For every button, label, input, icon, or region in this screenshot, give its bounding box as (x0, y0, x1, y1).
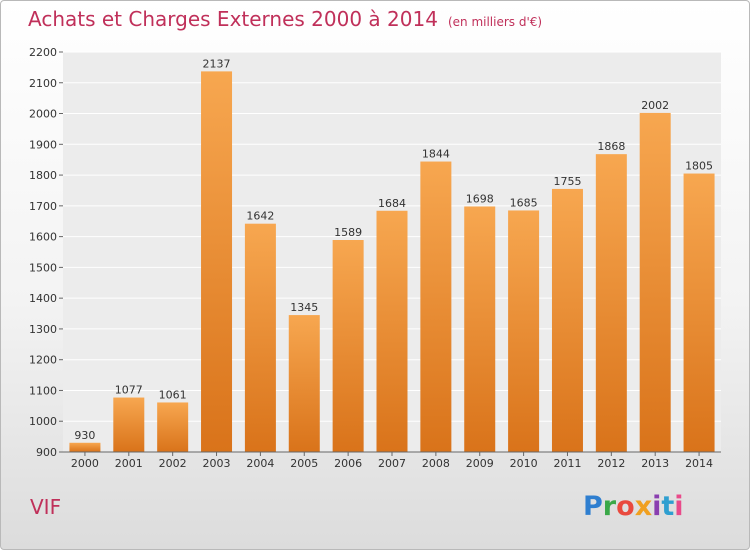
x-tick-label: 2009 (466, 457, 494, 470)
logo-letter: t (661, 491, 675, 522)
x-tick-label: 2012 (597, 457, 625, 470)
y-tick-label: 2100 (29, 77, 57, 90)
bar-2003 (201, 71, 233, 452)
chart-title: Achats et Charges Externes 2000 à 2014 (28, 7, 438, 31)
bar-2008 (420, 161, 452, 453)
y-tick-label: 1700 (29, 200, 57, 213)
data-label-2014: 1805 (685, 160, 713, 173)
town-name: VIF (30, 495, 62, 519)
y-tick-label: 1400 (29, 292, 57, 305)
bar-2005 (288, 315, 320, 452)
x-tick-label: 2001 (115, 457, 143, 470)
logo-letter: i (674, 491, 684, 522)
y-tick-label: 1000 (29, 415, 57, 428)
x-tick-label: 2004 (246, 457, 274, 470)
x-tick-label: 2008 (422, 457, 450, 470)
x-tick-label: 2010 (510, 457, 538, 470)
y-tick-label: 1900 (29, 138, 57, 151)
chart-subtitle: (en milliers d'€) (447, 15, 543, 29)
y-tick-label: 1300 (29, 323, 57, 336)
bar-2012 (595, 154, 627, 452)
bar-2009 (464, 206, 496, 452)
bar-2007 (376, 210, 408, 452)
data-label-2013: 2002 (641, 99, 669, 112)
bars: 930 1077 1061 2137 1642 1345 1589 1684 1844 1698 1… (69, 57, 715, 453)
x-tick-label: 2003 (203, 457, 231, 470)
y-tick-label: 1100 (29, 384, 57, 397)
bar-2010 (508, 210, 540, 452)
bar-2002 (157, 402, 189, 452)
bar-2006 (332, 240, 364, 452)
x-tick-label: 2006 (334, 457, 362, 470)
bar-2001 (113, 397, 145, 452)
x-tick-label: 2011 (553, 457, 581, 470)
data-label-2000: 930 (74, 429, 95, 442)
data-label-2003: 2137 (203, 57, 231, 70)
data-label-2011: 1755 (553, 175, 581, 188)
logo-letter: o (616, 491, 635, 522)
proxiti-logo: Proxiti (583, 491, 684, 522)
logo-letter: P (583, 491, 603, 522)
data-label-2008: 1844 (422, 148, 450, 161)
y-tick-label: 2200 (29, 46, 57, 59)
data-label-2009: 1698 (466, 192, 494, 205)
data-label-2004: 1642 (246, 210, 274, 223)
x-tick-label: 2000 (71, 457, 99, 470)
x-tick-label: 2013 (641, 457, 669, 470)
y-tick-label: 1600 (29, 231, 57, 244)
bar-2014 (683, 173, 715, 453)
data-label-2006: 1589 (334, 226, 362, 239)
y-tick-label: 1800 (29, 169, 57, 182)
data-label-2012: 1868 (597, 140, 625, 153)
data-label-2005: 1345 (290, 301, 318, 314)
y-tick-label: 2000 (29, 108, 57, 121)
bar-2004 (244, 223, 276, 452)
x-tick-label: 2007 (378, 457, 406, 470)
data-label-2010: 1685 (510, 196, 538, 209)
x-axis-tick-labels: 2000 2001 2002 2003 2004 2005 2006 2007 2008 2009… (63, 451, 721, 470)
bar-2000 (69, 442, 101, 452)
y-axis-tick-labels: 900 1000 1100 1200 1300 1400 1500 1600 1700 1800 1… (29, 46, 57, 459)
y-tick-label: 900 (36, 446, 57, 459)
x-tick-label: 2005 (290, 457, 318, 470)
x-tick-label: 2014 (685, 457, 713, 470)
logo-letter: i (652, 491, 662, 522)
data-label-2002: 1061 (159, 388, 187, 401)
bar-2011 (551, 188, 583, 452)
y-tick-label: 1500 (29, 261, 57, 274)
title-row: Achats et Charges Externes 2000 à 2014 (e… (28, 7, 542, 31)
data-label-2007: 1684 (378, 197, 406, 210)
data-label-2001: 1077 (115, 384, 143, 397)
bar-2013 (639, 112, 671, 452)
logo-letter: x (634, 491, 653, 522)
x-tick-label: 2002 (159, 457, 187, 470)
logo-letter: r (602, 491, 617, 522)
y-tick-label: 1200 (29, 354, 57, 367)
